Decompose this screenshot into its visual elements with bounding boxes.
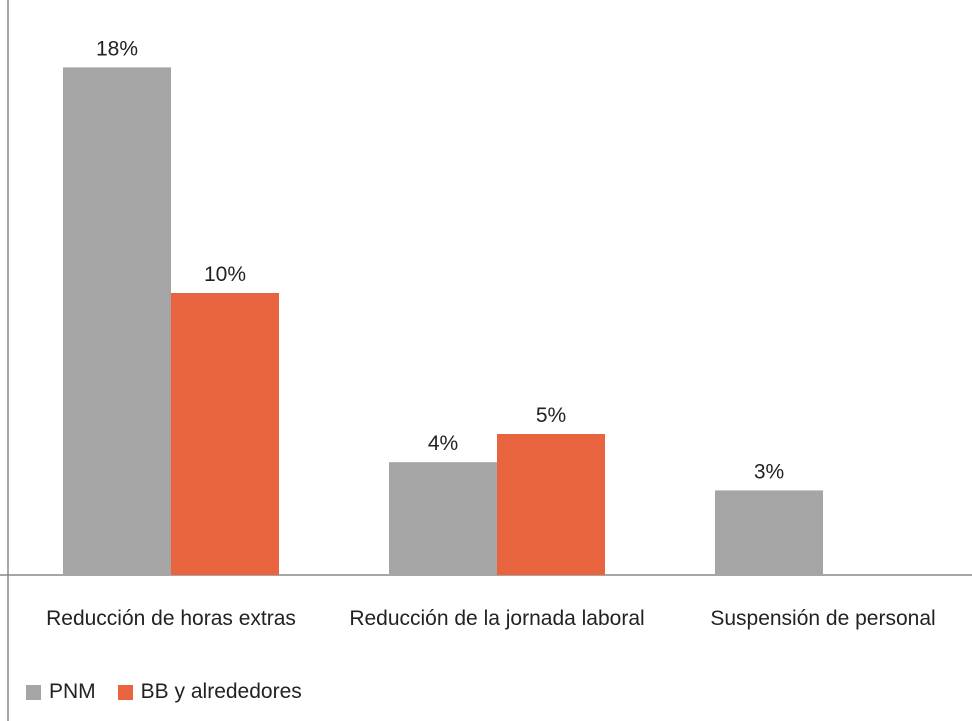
legend-swatch (26, 684, 41, 700)
legend-label: BB y alrededores (140, 680, 302, 703)
data-label: 5% (536, 404, 566, 427)
data-label: 18% (96, 37, 138, 60)
x-tick-label: Reducción de horas extras (46, 607, 296, 630)
data-label: 4% (428, 432, 458, 455)
data-label: 3% (754, 460, 784, 483)
bar (715, 490, 823, 575)
legend-item: PNM (26, 680, 96, 704)
legend-label: PNM (49, 680, 96, 703)
x-tick-label: Suspensión de personal (710, 607, 936, 630)
x-tick-label: Reducción de la jornada laboral (349, 607, 645, 630)
legend-item: BB y alrededores (117, 680, 302, 704)
legend: PNM BB y alrededores (26, 680, 302, 704)
bar (497, 434, 605, 575)
bar (63, 67, 171, 576)
data-label: 10% (204, 263, 246, 286)
bar (389, 462, 497, 575)
bar (171, 293, 279, 575)
legend-swatch (117, 684, 133, 700)
